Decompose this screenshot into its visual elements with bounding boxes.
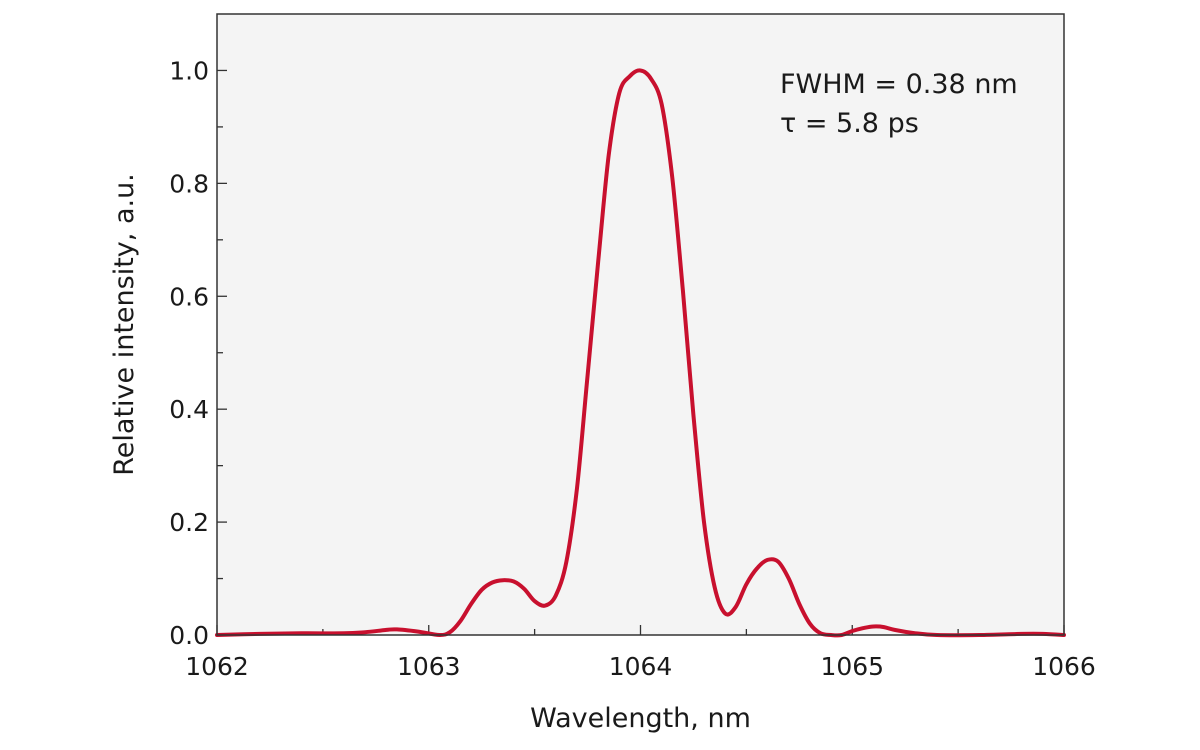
x-tick-label: 1065 (820, 652, 884, 681)
y-axis-title: Relative intensity, a.u. (109, 173, 140, 476)
x-tick-label: 1063 (397, 652, 461, 681)
y-tick-labels: 0.0 0.2 0.4 0.6 0.8 1.0 (169, 56, 209, 650)
y-tick-label: 0.6 (169, 282, 209, 311)
x-tick-label: 1064 (609, 652, 673, 681)
y-tick-label: 0.0 (169, 621, 209, 650)
y-tick-label: 0.2 (169, 508, 209, 537)
intensity-curve (215, 68, 1066, 638)
x-tick-label: 1066 (1032, 652, 1096, 681)
y-tick-label: 0.8 (169, 169, 209, 198)
annotation-fwhm: FWHM = 0.38 nm (780, 69, 1018, 100)
annotation-tau: τ = 5.8 ps (780, 108, 919, 139)
x-axis-title: Wavelength, nm (530, 703, 751, 734)
plot-area (217, 14, 1064, 635)
x-tick-labels: 1062 1063 1064 1065 1066 (185, 652, 1096, 681)
y-tick-label: 1.0 (169, 56, 209, 85)
plot-frame (216, 13, 1065, 636)
x-tick-label: 1062 (185, 652, 249, 681)
y-tick-label: 0.4 (169, 395, 209, 424)
